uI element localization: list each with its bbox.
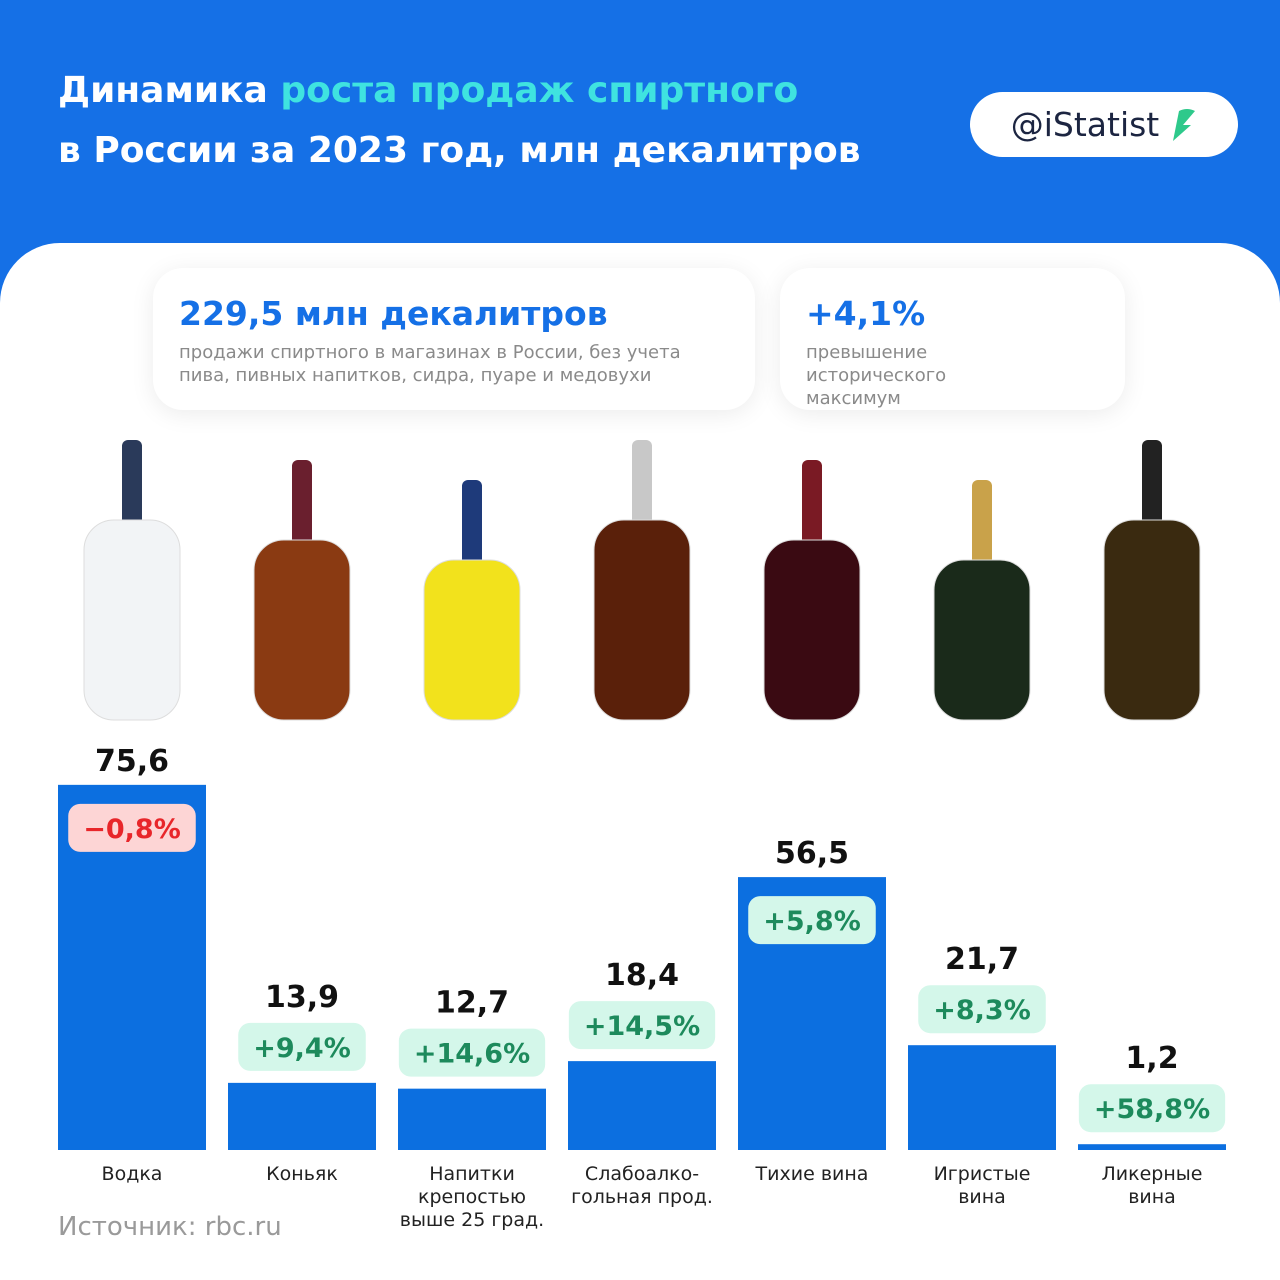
stat-value: 229,5 млн декалитров — [179, 294, 608, 333]
bar — [228, 1082, 376, 1150]
bottle-neck — [1142, 440, 1162, 530]
bottle-body — [1103, 519, 1201, 721]
brand-name: @iStatist — [1010, 105, 1160, 144]
change-badge-bg — [398, 1028, 546, 1077]
change-badge: +14,6% — [398, 1028, 546, 1077]
bottle-body — [933, 559, 1031, 721]
change-label: +14,5% — [584, 1011, 700, 1042]
change-badge-bg — [68, 803, 196, 852]
value-label: 75,6 — [95, 744, 169, 779]
category-label: Коньяк — [266, 1163, 338, 1185]
bottle-neck — [632, 440, 652, 530]
category-label-line: вина — [958, 1186, 1006, 1208]
change-label: −0,8% — [83, 814, 181, 845]
change-badge-bg — [238, 1022, 366, 1071]
bar — [398, 1088, 546, 1150]
source: Источник: rbc.ru — [58, 1212, 282, 1242]
change-badge-bg — [568, 1001, 716, 1050]
category-label-line: Ликерные — [1102, 1163, 1203, 1185]
brand: @iStatist — [970, 92, 1238, 157]
change-badge: +58,8% — [1078, 1084, 1226, 1133]
value-label: 56,5 — [775, 836, 849, 871]
bottle-neck — [462, 480, 482, 570]
change-badge-bg — [748, 896, 876, 945]
category-label-line: Слабоалко- — [585, 1163, 699, 1185]
bottle-body — [253, 539, 351, 721]
bottle-neck — [122, 440, 142, 530]
title-highlight: роста продаж спиртного — [280, 70, 799, 111]
bottle-body — [83, 519, 181, 721]
category-label: Водка — [102, 1163, 163, 1185]
bottle-body — [593, 519, 691, 721]
title-line-2: в России за 2023 год, млн декалитров — [58, 130, 861, 171]
stat-description: продажи спиртного в магазинах в России, … — [179, 342, 681, 386]
change-badge-bg — [1078, 1084, 1226, 1133]
change-label: +58,8% — [1094, 1094, 1210, 1125]
change-label: +9,4% — [253, 1033, 351, 1064]
change-badge: +9,4% — [238, 1022, 366, 1071]
stat-description: превышение исторического максимум — [806, 342, 947, 409]
title-line-1: Динамика роста продаж спиртного — [58, 70, 798, 111]
category-label: Тихие вина — [755, 1163, 869, 1185]
value-label: 13,9 — [265, 980, 339, 1015]
value-label: 1,2 — [1125, 1041, 1178, 1076]
value-label: 18,4 — [605, 958, 679, 993]
change-badge: +8,3% — [918, 985, 1046, 1034]
change-label: +5,8% — [763, 906, 861, 937]
bottle-neck — [802, 460, 822, 550]
bar — [908, 1045, 1056, 1150]
stat-card: 229,5 млн декалитров продажи спиртного в… — [153, 268, 755, 410]
change-label: +14,6% — [414, 1039, 530, 1070]
category-label-line: Тихие вина — [755, 1163, 869, 1185]
change-badge-bg — [918, 985, 1046, 1034]
category-label-line: выше 25 град. — [400, 1209, 544, 1231]
category-label-line: вина — [1128, 1186, 1176, 1208]
category-label: Слабоалко-гольная прод. — [571, 1163, 713, 1208]
category-label-line: Коньяк — [266, 1163, 338, 1185]
bottle-neck — [292, 460, 312, 550]
category-label: Игристые вина — [934, 1163, 1031, 1208]
change-badge: −0,8% — [68, 803, 196, 852]
stat-value: +4,1% — [806, 294, 926, 333]
category-label: Напитки крепостью выше 25 град. — [400, 1163, 544, 1231]
brand-icon — [1173, 108, 1196, 141]
category-label-line: Игристые — [934, 1163, 1031, 1185]
category-label-line: Напитки — [429, 1163, 515, 1185]
category-label-line: Водка — [102, 1163, 163, 1185]
change-badge: +5,8% — [748, 896, 876, 945]
bottle-neck — [972, 480, 992, 570]
bottle-body — [423, 559, 521, 721]
change-badge: +14,5% — [568, 1001, 716, 1050]
title-start: Динамика — [58, 70, 268, 111]
bar — [1078, 1144, 1226, 1150]
bottle-body — [763, 539, 861, 721]
value-label: 12,7 — [435, 986, 509, 1021]
value-label: 21,7 — [945, 942, 1019, 977]
category-label: Ликерные вина — [1102, 1163, 1203, 1208]
change-label: +8,3% — [933, 995, 1031, 1026]
category-label-line: крепостью — [418, 1186, 526, 1208]
category-label-line: гольная прод. — [571, 1186, 713, 1208]
stat-card: +4,1% превышение исторического максимум — [780, 268, 1125, 410]
bar — [568, 1061, 716, 1150]
